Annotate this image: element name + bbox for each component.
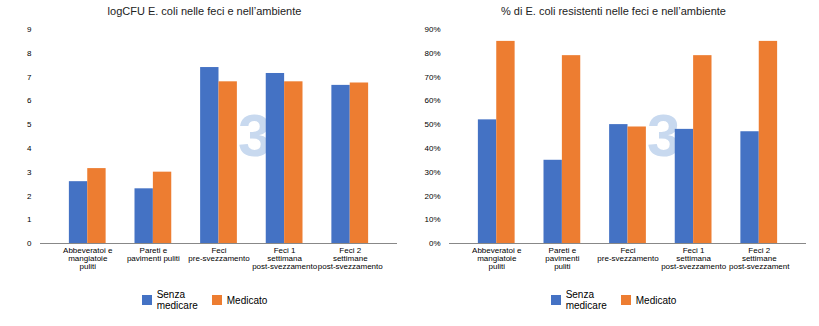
html-text:% di E. coli resistenti nelle: % di E. coli resistenti nelle feci e nel…	[501, 5, 726, 17]
svg-text:40%: 40%	[424, 144, 440, 153]
svg-text:30%: 30%	[424, 168, 440, 177]
svg-text:60%: 60%	[424, 96, 440, 105]
svg-text:6: 6	[27, 96, 32, 105]
svg-text:1: 1	[27, 215, 32, 224]
svg-text:Feci 1settimanapost-svezzament: Feci 1settimanapost-svezzamento	[661, 246, 726, 271]
svg-text:9: 9	[27, 25, 32, 34]
svg-text:4: 4	[27, 144, 32, 153]
svg-text:Fecipre-svezzamento: Fecipre-svezzamento	[597, 246, 659, 263]
svg-text:Feci 2settimanepost-svezzament: Feci 2settimanepost-svezzament	[729, 246, 790, 271]
svg-text:3: 3	[27, 168, 32, 177]
svg-text:70%: 70%	[424, 73, 440, 82]
svg-text:Abbeveratoi emangiatoiepuliti: Abbeveratoi emangiatoiepuliti	[472, 246, 522, 271]
svg-text:Feci 1settimanapost-svezzament: Feci 1settimanapost-svezzamento	[252, 246, 317, 271]
svg-text:50%: 50%	[424, 120, 440, 129]
html-text:Medicato: Medicato	[226, 294, 268, 306]
svg-text:Abbeveratoi emangiatoiepuliti: Abbeveratoi emangiatoiepuliti	[63, 246, 113, 271]
svg-text:Fecipre-svezzamento: Fecipre-svezzamento	[188, 246, 250, 263]
svg-text:80%: 80%	[424, 49, 440, 58]
html-text:Medicato: Medicato	[635, 294, 677, 306]
svg-text:3: 3	[238, 101, 272, 169]
svg-text:3: 3	[647, 101, 681, 169]
svg-text:0%: 0%	[429, 239, 441, 248]
svg-text:5: 5	[27, 120, 32, 129]
svg-text:0: 0	[27, 239, 32, 248]
svg-text:10%: 10%	[424, 215, 440, 224]
svg-text:Pareti epavimenti puliti: Pareti epavimenti puliti	[127, 246, 180, 263]
html-text:Senza medicare: Senza medicare	[565, 289, 607, 311]
svg-text:2: 2	[27, 192, 32, 201]
svg-text:20%: 20%	[424, 192, 440, 201]
html-text:logCFU E. coli nelle feci e ne: logCFU E. coli nelle feci e nell’ambient…	[107, 5, 302, 17]
html-text:Senza medicare: Senza medicare	[156, 289, 198, 311]
svg-text:8: 8	[27, 49, 32, 58]
svg-text:Pareti epavimentipuliti: Pareti epavimentipuliti	[545, 246, 579, 271]
svg-text:90%: 90%	[424, 25, 440, 34]
svg-text:7: 7	[27, 73, 32, 82]
svg-text:Feci 2settimanepost-svezzament: Feci 2settimanepost-svezzamento	[318, 246, 383, 271]
